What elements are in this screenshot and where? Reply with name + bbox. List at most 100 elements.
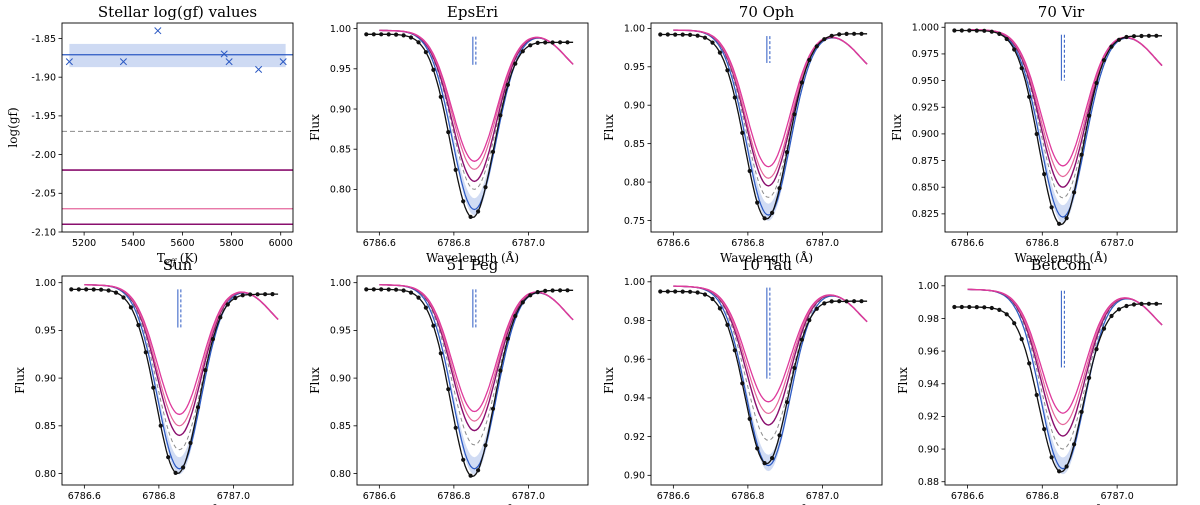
observed-point	[498, 368, 503, 373]
x-tick-label: 6787.0	[806, 491, 839, 502]
observed-point	[1079, 409, 1084, 414]
observed-point	[725, 322, 730, 327]
observed-point	[84, 287, 89, 292]
observed-point	[1057, 221, 1062, 226]
observed-point	[725, 68, 730, 73]
observed-point	[1116, 307, 1122, 312]
x-axis-label: Wavelength (Å)	[1014, 250, 1107, 265]
observed-point	[394, 287, 399, 292]
plot-area	[69, 284, 279, 475]
observed-spectrum-line	[660, 33, 868, 220]
x-axis-label: Wavelength (Å)	[720, 503, 813, 505]
y-tick-label: 0.95	[330, 64, 351, 75]
model-line-magenta	[673, 29, 868, 168]
observed-point	[173, 470, 178, 475]
y-tick-label: 0.95	[330, 326, 351, 337]
observed-point	[844, 31, 849, 36]
model-line-purple	[84, 284, 279, 437]
observed-point	[755, 446, 760, 451]
panel-title: 70 Oph	[739, 3, 795, 21]
loggf-point	[255, 65, 263, 73]
observed-point	[852, 31, 857, 36]
observed-point	[483, 443, 488, 448]
observed-point	[1034, 131, 1039, 137]
y-tick-label: 0.80	[35, 469, 56, 480]
observed-point	[959, 28, 964, 33]
plot-area	[658, 29, 868, 221]
observed-point	[535, 40, 540, 46]
axes-frame	[944, 22, 1178, 233]
observed-point	[952, 304, 957, 310]
y-tick-label: 0.98	[918, 314, 939, 325]
observed-point	[106, 288, 111, 293]
y-tick-label: 0.950	[912, 76, 939, 87]
observed-point	[1154, 33, 1159, 38]
y-tick-label: 0.975	[912, 49, 939, 60]
y-tick-label: -1.85	[31, 34, 56, 45]
observed-point	[658, 32, 663, 37]
observed-point	[673, 289, 678, 294]
observed-point	[461, 199, 466, 204]
observed-point	[498, 113, 503, 118]
observed-point	[99, 287, 104, 292]
y-tick-label: 0.85	[624, 139, 645, 150]
y-axis-label: Flux	[308, 114, 322, 141]
y-tick-label: 0.92	[624, 432, 645, 443]
observed-point	[989, 29, 994, 34]
best-fit-model-line	[379, 284, 574, 470]
y-axis-label: log(gf)	[6, 107, 20, 147]
observed-point	[69, 287, 74, 292]
x-tick-label: 6786.8	[142, 491, 175, 502]
observed-spectrum-line	[366, 33, 574, 219]
y-tick-label: 0.925	[912, 103, 939, 114]
x-tick-label: 6000	[269, 238, 293, 249]
observed-point	[1019, 337, 1024, 342]
observed-point	[710, 40, 715, 45]
observed-point	[401, 288, 406, 293]
observed-point	[379, 32, 384, 37]
observed-point	[792, 112, 797, 117]
observed-point	[974, 305, 979, 310]
observed-point	[263, 292, 268, 297]
y-axis-label: Flux	[602, 114, 616, 141]
panel-title: 51 Peg	[447, 256, 499, 274]
observed-point	[240, 293, 245, 298]
panel-title: EpsEri	[447, 3, 498, 21]
observed-point	[837, 299, 842, 304]
observed-point	[695, 33, 700, 38]
axes-frame	[356, 275, 589, 486]
reference-model-line	[673, 29, 868, 198]
observed-point	[952, 28, 957, 33]
axes-frame	[650, 275, 883, 486]
observed-point	[770, 456, 775, 461]
y-tick-label: 1.00	[624, 24, 645, 35]
observed-point	[1064, 216, 1069, 221]
spectrum-panel: 6786.6 6786.8 6787.0 0.80 0.85 0.90 0.95 1.00 Su…	[13, 256, 294, 505]
observed-point	[967, 304, 972, 310]
observed-point	[438, 94, 443, 99]
axes-frame	[944, 275, 1178, 486]
observed-point	[829, 33, 834, 38]
x-tick-label: 6786.6	[657, 238, 690, 249]
y-tick-label: 0.90	[330, 373, 351, 384]
observed-point	[1087, 113, 1092, 118]
x-tick-label: 6786.8	[731, 238, 764, 249]
observed-point	[702, 292, 708, 297]
observed-point	[416, 295, 421, 300]
y-tick-label: 0.98	[624, 316, 645, 327]
observed-point	[822, 301, 827, 306]
observed-point	[1012, 321, 1017, 326]
observed-point	[468, 214, 473, 219]
axes-frame	[61, 22, 294, 233]
observed-point	[513, 313, 518, 319]
observed-point	[740, 381, 745, 386]
observed-point	[446, 387, 451, 392]
model-uncertainty-band	[379, 284, 574, 475]
observed-point	[520, 300, 525, 305]
observed-point	[453, 167, 458, 172]
observed-point	[747, 168, 752, 174]
observed-point	[565, 40, 570, 45]
y-tick-label: 0.90	[624, 101, 645, 112]
model-uncertainty-band	[967, 29, 1162, 223]
